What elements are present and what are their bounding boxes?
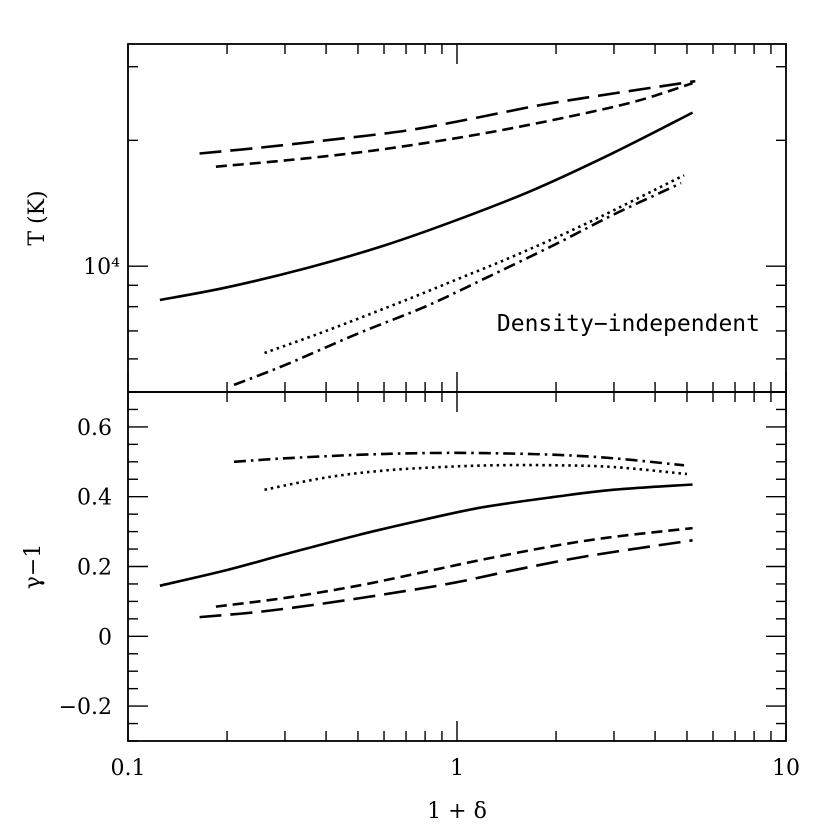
bottom-panel: 0.1 1 10 −0.2 0 0.2 0.4 0.6 γ−1 1 + δ xyxy=(21,391,800,824)
bottom-series-solid xyxy=(159,483,693,587)
top-series-dotted xyxy=(264,174,685,355)
bottom-series-longdash xyxy=(199,539,693,619)
bottom-y-tick-label: 0.4 xyxy=(77,486,112,511)
bottom-y-tick-label: 0.6 xyxy=(77,416,112,441)
bottom-plot-frame xyxy=(127,391,787,742)
top-y-axis-label: T (K) xyxy=(25,190,50,245)
x-tick-label: 10 xyxy=(772,756,800,781)
panel-annotation: Density−independent xyxy=(497,311,760,337)
x-tick-label: 1 xyxy=(450,756,464,781)
top-series-solid xyxy=(159,111,694,302)
bottom-y-tick-label: −0.2 xyxy=(59,695,112,720)
bottom-series-dashdot xyxy=(233,451,685,467)
top-series-dashdot xyxy=(233,181,682,387)
x-axis-label: 1 + δ xyxy=(427,799,487,824)
bottom-series-shortdash xyxy=(215,526,693,608)
x-tick-label: 0.1 xyxy=(111,756,146,781)
top-series-longdash xyxy=(199,79,696,155)
bottom-y-axis-label: γ−1 xyxy=(21,544,46,590)
bottom-y-tick-label: 0 xyxy=(98,625,112,650)
top-plot-frame xyxy=(127,43,787,393)
bottom-y-tick-label: 0.2 xyxy=(77,556,112,581)
bottom-series-dotted xyxy=(264,463,688,491)
top-panel: 10⁴ T (K) Density−independent xyxy=(25,43,787,393)
top-series-shortdash xyxy=(215,81,693,168)
top-y-tick-label: 10⁴ xyxy=(83,255,120,280)
